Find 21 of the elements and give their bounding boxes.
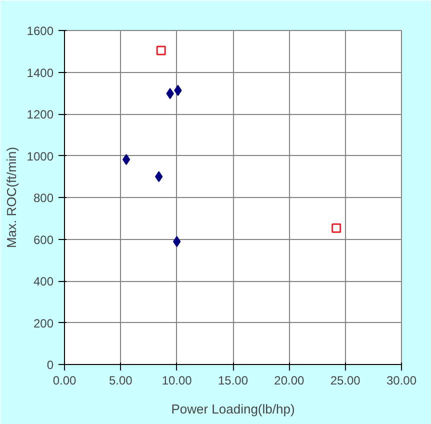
x-tick-label: 5.00 bbox=[108, 374, 133, 388]
y-tick-label: 1000 bbox=[26, 149, 54, 164]
y-tick-label: 1400 bbox=[26, 66, 54, 80]
y-tick-label: 600 bbox=[33, 232, 54, 247]
y-tick-label: 1600 bbox=[26, 24, 54, 38]
point bbox=[122, 154, 130, 166]
y-tick-label: 200 bbox=[33, 316, 54, 330]
point bbox=[156, 46, 166, 56]
point bbox=[332, 223, 342, 233]
y-tick-label: 1200 bbox=[26, 108, 54, 122]
x-tick-label: 0.00 bbox=[52, 374, 77, 388]
y-tick-label: 0 bbox=[46, 358, 54, 372]
x-tick-label: 20.00 bbox=[274, 374, 305, 388]
x-tick-label: 25.00 bbox=[330, 374, 361, 388]
x-tick-label: 30.00 bbox=[386, 374, 417, 388]
x-axis-title: Power Loading(lb/hp) bbox=[171, 402, 295, 416]
x-tick-label: 10.00 bbox=[162, 374, 192, 388]
x-tick-label: 15.00 bbox=[218, 374, 248, 388]
y-tick-label: 800 bbox=[33, 191, 54, 205]
y-axis-title: Max. ROC(ft/min) bbox=[4, 146, 19, 248]
y-tick-label: 400 bbox=[33, 274, 54, 288]
